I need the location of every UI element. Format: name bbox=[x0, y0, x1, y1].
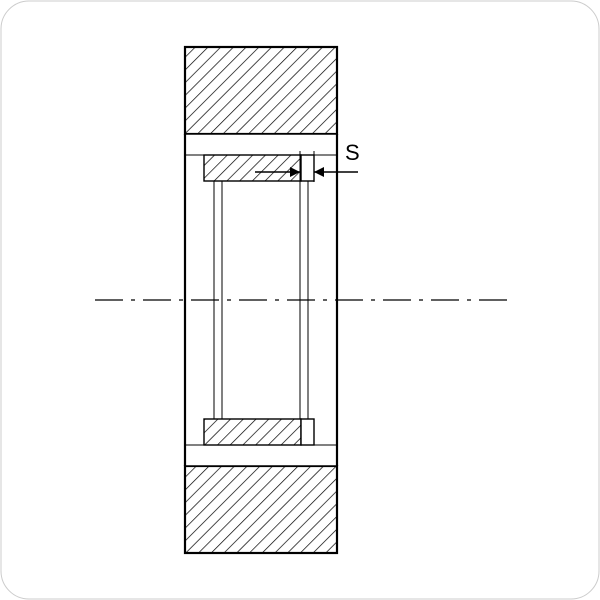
outer-ring-top-fill bbox=[185, 47, 337, 134]
inner-ring-lip-top bbox=[301, 155, 314, 181]
inner-ring-lip-bottom bbox=[301, 419, 314, 445]
inner-ring-bottom-fill bbox=[204, 419, 301, 445]
outer-ring-bottom-fill bbox=[185, 466, 337, 553]
bearing-diagram: S bbox=[0, 0, 600, 600]
dim-s-label: S bbox=[345, 140, 360, 165]
inner-ring-top-fill bbox=[204, 155, 301, 181]
